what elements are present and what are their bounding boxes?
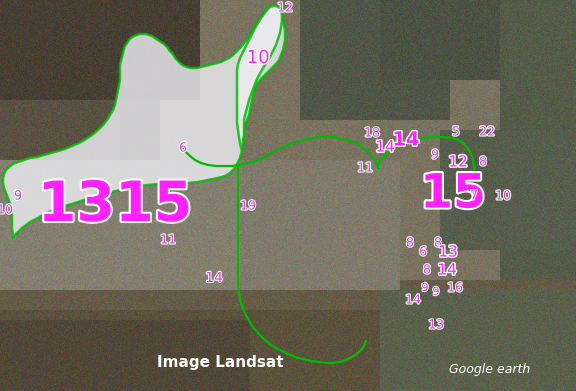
Text: 7: 7 xyxy=(470,190,478,203)
Text: 8: 8 xyxy=(423,264,431,276)
Text: 10: 10 xyxy=(247,49,270,67)
Text: 12: 12 xyxy=(277,2,293,14)
Text: 11: 11 xyxy=(160,233,176,246)
Text: Google earth: Google earth xyxy=(449,362,530,375)
Text: 9: 9 xyxy=(431,149,439,161)
Text: 18: 18 xyxy=(364,127,380,140)
Text: 9: 9 xyxy=(14,190,22,203)
Text: 6: 6 xyxy=(179,142,187,154)
Text: 16: 16 xyxy=(447,282,463,294)
Text: 14: 14 xyxy=(405,294,421,307)
Text: 10: 10 xyxy=(0,203,13,217)
Text: 9: 9 xyxy=(433,287,439,297)
Text: 5: 5 xyxy=(452,126,460,138)
Text: 1315: 1315 xyxy=(38,179,192,233)
Polygon shape xyxy=(3,6,285,237)
Text: 6: 6 xyxy=(419,246,427,258)
Polygon shape xyxy=(237,6,282,150)
Text: 22: 22 xyxy=(479,126,495,138)
Text: 11: 11 xyxy=(357,161,373,174)
Text: 19: 19 xyxy=(240,199,256,212)
Text: 8: 8 xyxy=(479,156,487,169)
Text: 8: 8 xyxy=(434,237,442,249)
Text: 12: 12 xyxy=(448,154,468,170)
Text: 13: 13 xyxy=(428,319,444,332)
Text: 14: 14 xyxy=(392,131,420,149)
Text: 15: 15 xyxy=(420,172,486,217)
Text: 14: 14 xyxy=(437,262,457,278)
Text: 9: 9 xyxy=(422,283,429,293)
Text: Image Landsat: Image Landsat xyxy=(157,355,283,371)
Text: 8: 8 xyxy=(406,237,414,249)
Text: 14: 14 xyxy=(376,140,395,154)
Text: 13: 13 xyxy=(438,244,458,260)
Text: 14: 14 xyxy=(205,271,223,285)
Text: 10: 10 xyxy=(495,190,511,203)
